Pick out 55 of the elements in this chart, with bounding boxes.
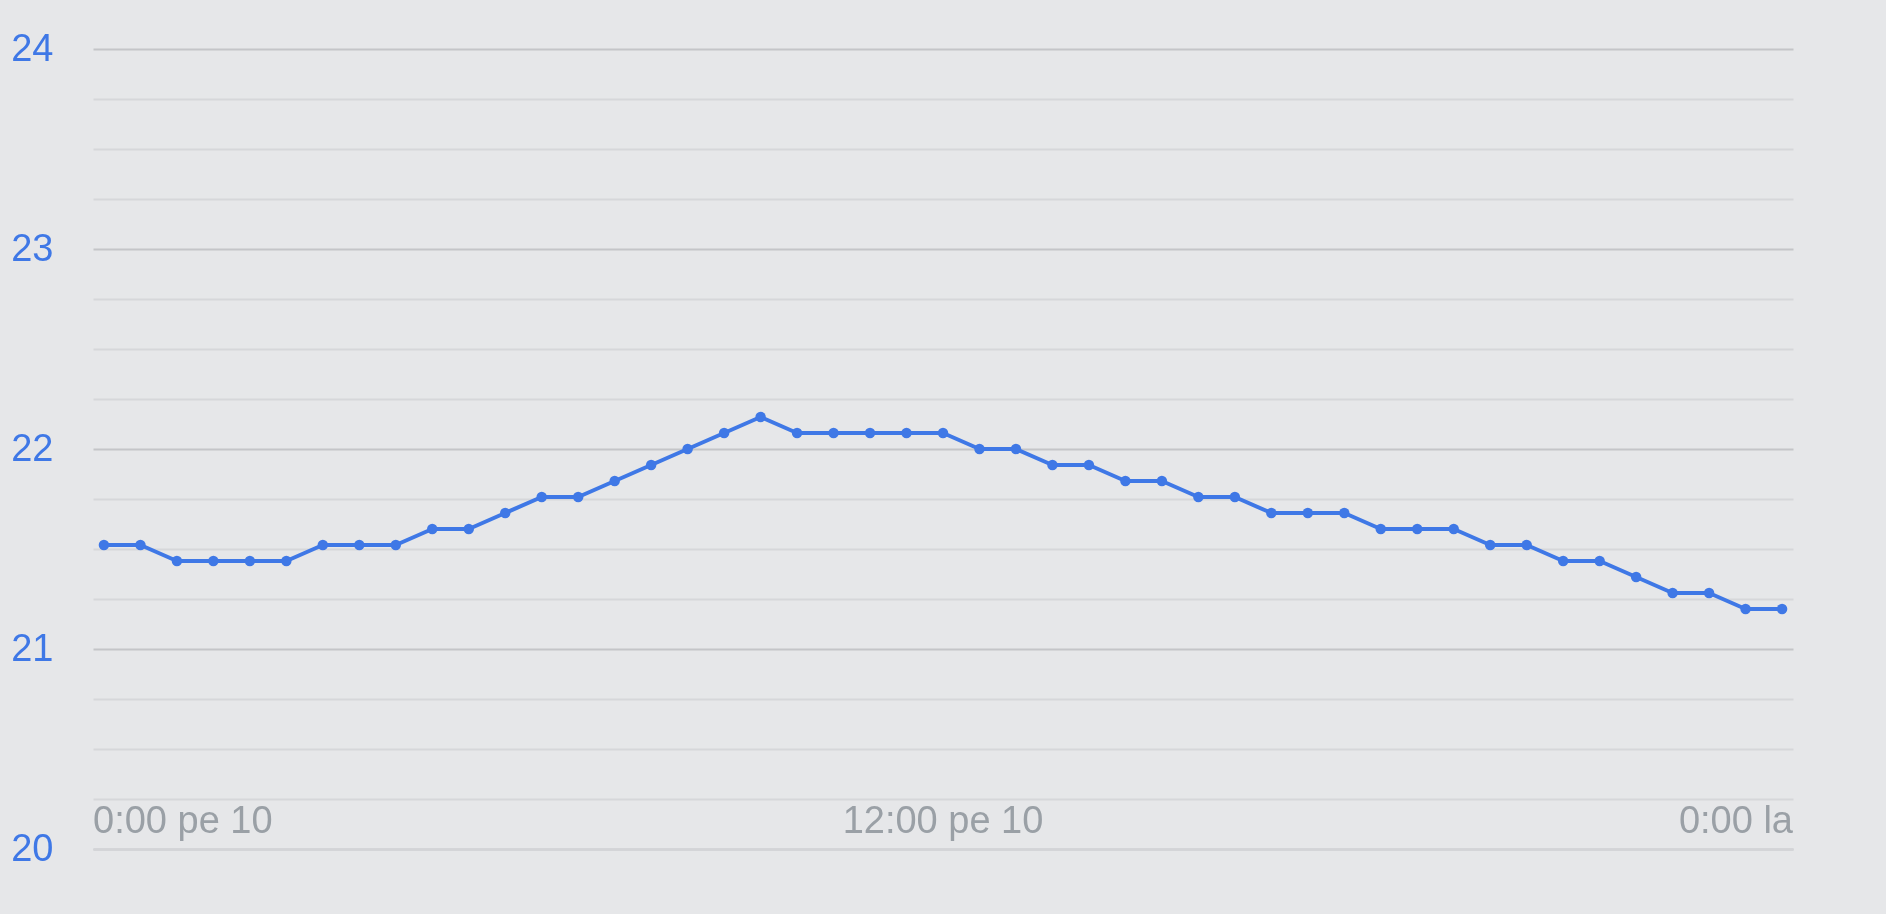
point	[135, 539, 146, 551]
point	[1594, 555, 1605, 567]
point	[499, 507, 511, 519]
point	[1521, 539, 1532, 551]
point	[1120, 475, 1131, 487]
point	[536, 491, 547, 503]
point	[572, 491, 584, 503]
point	[1448, 523, 1459, 535]
point	[317, 539, 329, 551]
point	[755, 411, 766, 423]
point	[1193, 491, 1204, 503]
point	[1083, 459, 1095, 471]
y-tick-label: 22	[11, 426, 54, 469]
point	[864, 427, 876, 439]
point	[1047, 459, 1058, 471]
y-tick-label: 20	[11, 826, 54, 869]
point	[1630, 571, 1642, 583]
point	[1412, 523, 1423, 535]
y-tick-label: 23	[11, 226, 54, 269]
point	[1557, 555, 1569, 567]
point	[281, 555, 292, 567]
point	[682, 443, 693, 455]
annotation: 0:00 la	[1678, 799, 1794, 841]
y-tick-label: 21	[11, 626, 54, 669]
annotation: 0:00 pe 10	[93, 799, 273, 841]
y-tick-label: 24	[11, 26, 54, 69]
point	[1266, 507, 1277, 519]
point	[171, 555, 183, 567]
point	[1703, 587, 1715, 599]
point	[901, 427, 912, 439]
point	[718, 427, 730, 439]
annotation: 12:00 pe 10	[842, 799, 1044, 841]
point	[1156, 475, 1168, 487]
point	[791, 427, 803, 439]
point	[645, 459, 657, 471]
point	[1375, 523, 1387, 535]
point	[1740, 603, 1751, 615]
point	[1229, 491, 1241, 503]
point	[937, 427, 949, 439]
point	[427, 523, 438, 535]
point	[208, 555, 219, 567]
point	[609, 475, 620, 487]
point	[390, 539, 402, 551]
point	[1484, 539, 1496, 551]
point	[1302, 507, 1314, 519]
point	[1339, 507, 1350, 519]
point	[974, 443, 985, 455]
point	[1776, 603, 1788, 615]
point	[244, 555, 256, 567]
point	[354, 539, 365, 551]
point	[1010, 443, 1022, 455]
point	[828, 427, 839, 439]
point	[463, 523, 474, 535]
point	[1667, 587, 1678, 599]
point	[98, 539, 110, 551]
